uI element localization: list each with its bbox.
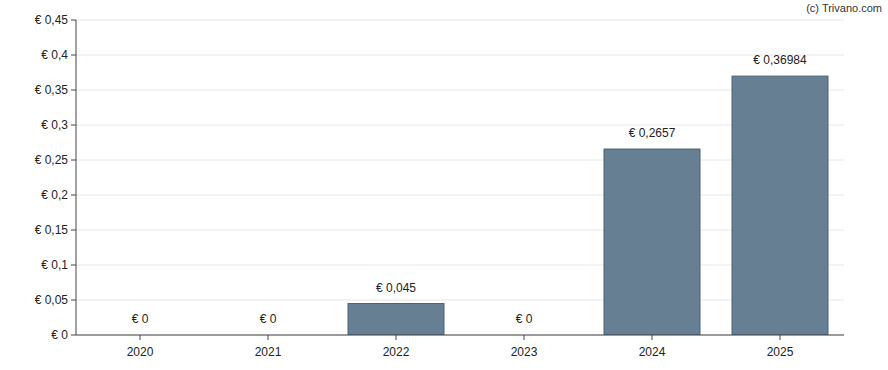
y-tick-label: € 0,25 <box>35 153 69 167</box>
grid-line <box>76 300 844 301</box>
grid-line <box>76 265 844 266</box>
x-axis <box>76 335 844 336</box>
tick-mark <box>71 195 76 196</box>
data-label: € 0 <box>260 312 277 326</box>
grid-line <box>76 90 844 91</box>
y-tick-label: € 0 <box>51 328 68 342</box>
grid-line <box>76 20 844 21</box>
data-label: € 0,36984 <box>753 53 807 67</box>
tick-mark <box>71 55 76 56</box>
data-label: € 0,2657 <box>629 126 676 140</box>
bar <box>604 149 700 335</box>
grid-line <box>76 230 844 231</box>
bar <box>732 76 828 335</box>
y-tick-label: € 0,2 <box>41 188 68 202</box>
x-tick-mark <box>396 335 397 340</box>
y-axis <box>76 20 77 335</box>
bars <box>348 76 828 335</box>
tick-mark <box>71 230 76 231</box>
grid-line <box>76 160 844 161</box>
y-tick-label: € 0,4 <box>41 48 68 62</box>
grid-line <box>76 55 844 56</box>
tick-mark <box>71 160 76 161</box>
x-tick-label: 2021 <box>255 345 282 359</box>
x-tick-mark <box>780 335 781 340</box>
x-tick-label: 2024 <box>639 345 666 359</box>
tick-mark <box>71 335 76 336</box>
x-tick-mark <box>524 335 525 340</box>
y-tick-label: € 0,05 <box>35 293 69 307</box>
bar <box>348 304 444 336</box>
x-tick-mark <box>268 335 269 340</box>
tick-mark <box>71 20 76 21</box>
x-tick-label: 2022 <box>383 345 410 359</box>
x-tick-label: 2023 <box>511 345 538 359</box>
y-tick-label: € 0,1 <box>41 258 68 272</box>
y-tick-label: € 0,3 <box>41 118 68 132</box>
x-tick-label: 2020 <box>127 345 154 359</box>
x-tick-mark <box>140 335 141 340</box>
data-label: € 0 <box>516 312 533 326</box>
grid-line <box>76 195 844 196</box>
chart: € 0 € 0,05 € 0,1 € 0,15 € 0,2 € 0,25 € 0,3 € 0,… <box>0 0 888 370</box>
grid-line <box>76 335 844 336</box>
grid-line <box>76 125 844 126</box>
y-tick-label: € 0,15 <box>35 223 69 237</box>
tick-mark <box>71 125 76 126</box>
tick-mark <box>71 300 76 301</box>
x-tick-label: 2025 <box>767 345 794 359</box>
y-tick-label: € 0,35 <box>35 83 69 97</box>
data-label: € 0,045 <box>376 281 416 295</box>
credit: (c) Trivano.com <box>806 2 882 14</box>
tick-mark <box>71 90 76 91</box>
x-tick-mark <box>652 335 653 340</box>
y-tick-label: € 0,45 <box>35 13 69 27</box>
tick-mark <box>71 265 76 266</box>
data-label: € 0 <box>132 312 149 326</box>
